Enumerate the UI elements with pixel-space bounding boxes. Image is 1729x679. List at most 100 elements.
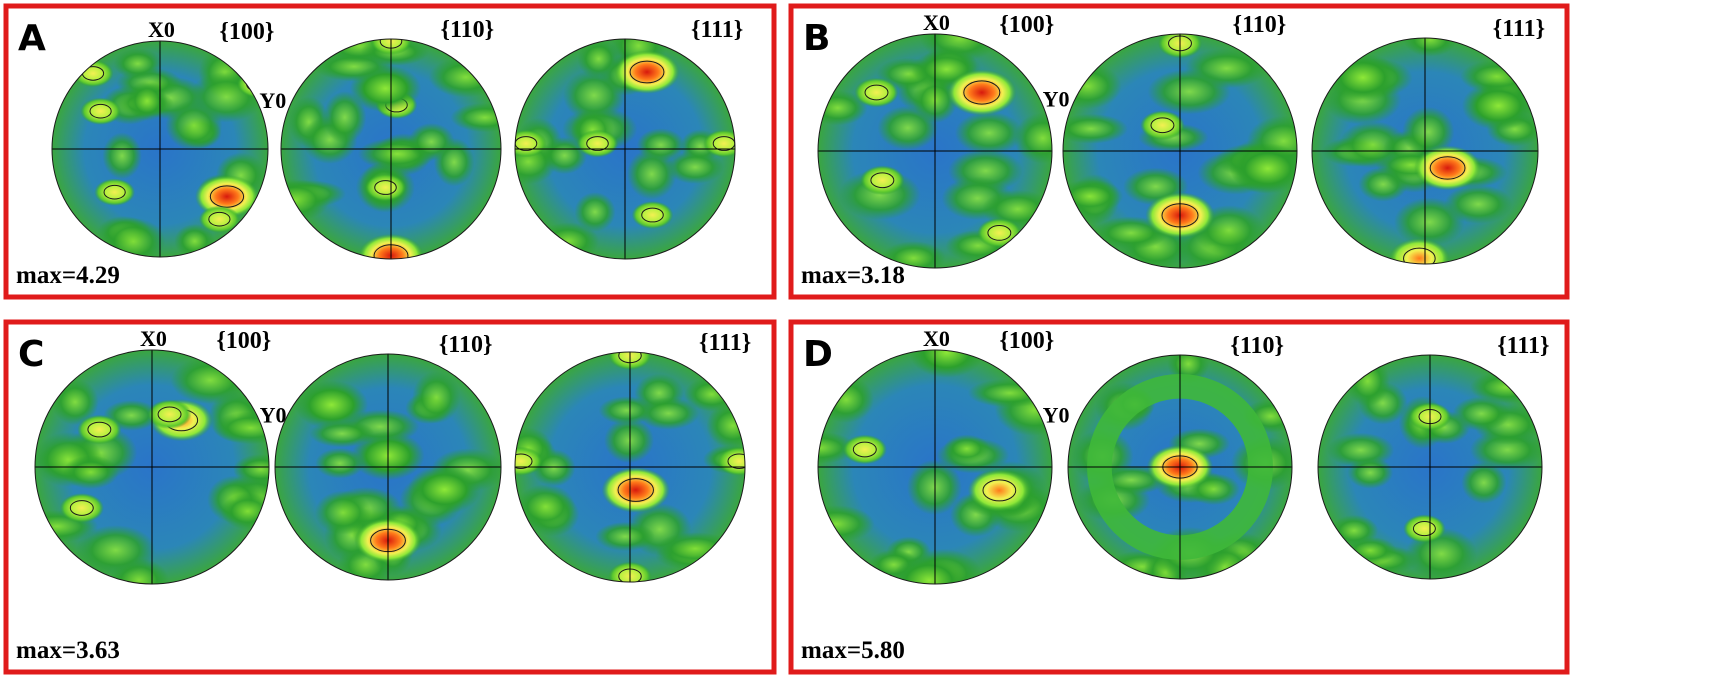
disc-outline bbox=[280, 38, 502, 260]
pole-figure-0: {100} X0 Y0 bbox=[817, 10, 1070, 269]
disc-outline bbox=[1067, 354, 1293, 580]
contour-line bbox=[1150, 117, 1175, 134]
plane-label: {110} bbox=[1230, 333, 1284, 359]
texture-peak bbox=[147, 399, 192, 430]
texture-peak bbox=[1229, 143, 1297, 194]
pole-figure-1: {110} bbox=[1062, 12, 1298, 269]
plane-label: {111} bbox=[1497, 333, 1549, 359]
texture-peak bbox=[1326, 53, 1400, 102]
texture-peak bbox=[364, 173, 407, 202]
contour-line bbox=[629, 60, 665, 84]
contour-line bbox=[208, 211, 231, 227]
plane-label: {100} bbox=[219, 19, 274, 45]
plane-label: {111} bbox=[691, 17, 743, 43]
plane-label: {111} bbox=[699, 330, 751, 356]
texture-peak bbox=[601, 467, 670, 513]
texture-peak bbox=[854, 77, 899, 108]
panel-letter: A bbox=[18, 18, 46, 59]
contour-line bbox=[374, 180, 397, 195]
pole-figure-1: {110} bbox=[1067, 333, 1293, 580]
texture-peak bbox=[908, 350, 985, 378]
texture-peak bbox=[1461, 81, 1536, 131]
max-intensity-label: max=4.29 bbox=[16, 262, 120, 289]
contour-line bbox=[870, 172, 895, 189]
axis-x0-label: X0 bbox=[140, 326, 167, 351]
texture-peak bbox=[576, 129, 619, 158]
texture-peak bbox=[94, 178, 136, 206]
panel-frame bbox=[3, 319, 777, 675]
texture-peak bbox=[515, 129, 547, 158]
texture-peak bbox=[294, 380, 369, 430]
panel-frame bbox=[788, 3, 1570, 300]
texture-peak bbox=[967, 469, 1031, 512]
max-intensity-label: max=3.63 bbox=[16, 637, 120, 664]
disc-outline bbox=[34, 349, 270, 585]
plane-label: {110} bbox=[1233, 12, 1287, 38]
disc-outline bbox=[514, 38, 736, 260]
panel-letter: D bbox=[803, 334, 833, 375]
texture-peak bbox=[842, 434, 887, 465]
disc-outline bbox=[1317, 354, 1543, 580]
axis-x0-label: X0 bbox=[148, 17, 175, 42]
panel-frame bbox=[788, 319, 1570, 675]
panel-frame bbox=[3, 3, 777, 300]
axis-y0-label: Y0 bbox=[1043, 87, 1070, 112]
axis-x0-label: X0 bbox=[923, 10, 950, 35]
plane-label: {100} bbox=[999, 12, 1054, 38]
disc-outline bbox=[1311, 37, 1539, 265]
texture-peak bbox=[349, 64, 422, 113]
contour-line bbox=[727, 453, 745, 469]
plane-label: {111} bbox=[1493, 16, 1545, 42]
texture-peak bbox=[80, 97, 122, 125]
pole-figure-2: {111} bbox=[514, 330, 751, 583]
pole-figure-2: {111} bbox=[1317, 333, 1549, 580]
pole-figure-2: {111} bbox=[1311, 16, 1545, 265]
contour-line bbox=[641, 207, 664, 223]
contour-line bbox=[69, 500, 94, 516]
texture-peak bbox=[947, 69, 1017, 116]
plane-label: {110} bbox=[441, 17, 495, 43]
contour-line bbox=[157, 406, 182, 423]
disc-outline bbox=[51, 40, 269, 258]
disc-outline bbox=[514, 351, 746, 583]
contour-line bbox=[982, 479, 1017, 502]
contour-line bbox=[864, 84, 889, 101]
contour-line bbox=[1429, 156, 1466, 180]
contour-line bbox=[103, 184, 126, 200]
texture-peak bbox=[860, 165, 905, 195]
max-intensity-label: max=5.80 bbox=[801, 637, 905, 664]
texture-peak bbox=[407, 465, 482, 515]
plane-label: {110} bbox=[439, 332, 493, 358]
contour-line bbox=[89, 103, 112, 119]
panel-letter: C bbox=[18, 334, 44, 375]
texture-peak bbox=[77, 414, 122, 445]
pole-figure-1: {110} bbox=[274, 332, 502, 581]
texture-peak bbox=[515, 446, 543, 476]
pole-figure-1: {110} bbox=[280, 17, 502, 260]
axis-y0-label: Y0 bbox=[260, 403, 287, 428]
disc-outline bbox=[817, 349, 1053, 585]
contour-line bbox=[87, 421, 112, 438]
disc-outline bbox=[817, 33, 1053, 269]
pole-figure-2: {111} bbox=[514, 17, 743, 260]
contour-line bbox=[963, 80, 1001, 105]
texture-peak bbox=[1403, 514, 1446, 543]
texture-peak bbox=[977, 218, 1022, 248]
disc-outline bbox=[1062, 33, 1298, 269]
contour-line bbox=[987, 225, 1012, 241]
pole-figure-0: {100} X0 Y0 bbox=[817, 326, 1070, 585]
axis-x0-label: X0 bbox=[923, 326, 950, 351]
texture-peak bbox=[891, 555, 968, 584]
texture-peak bbox=[59, 493, 104, 523]
max-intensity-label: max=3.18 bbox=[801, 262, 905, 289]
contour-line bbox=[586, 136, 609, 151]
texture-peak bbox=[198, 205, 240, 233]
pole-figure-0: {100} X0 Y0 bbox=[34, 326, 287, 585]
plane-label: {100} bbox=[999, 328, 1054, 354]
disc-outline bbox=[274, 353, 502, 581]
contour-line bbox=[852, 441, 877, 458]
